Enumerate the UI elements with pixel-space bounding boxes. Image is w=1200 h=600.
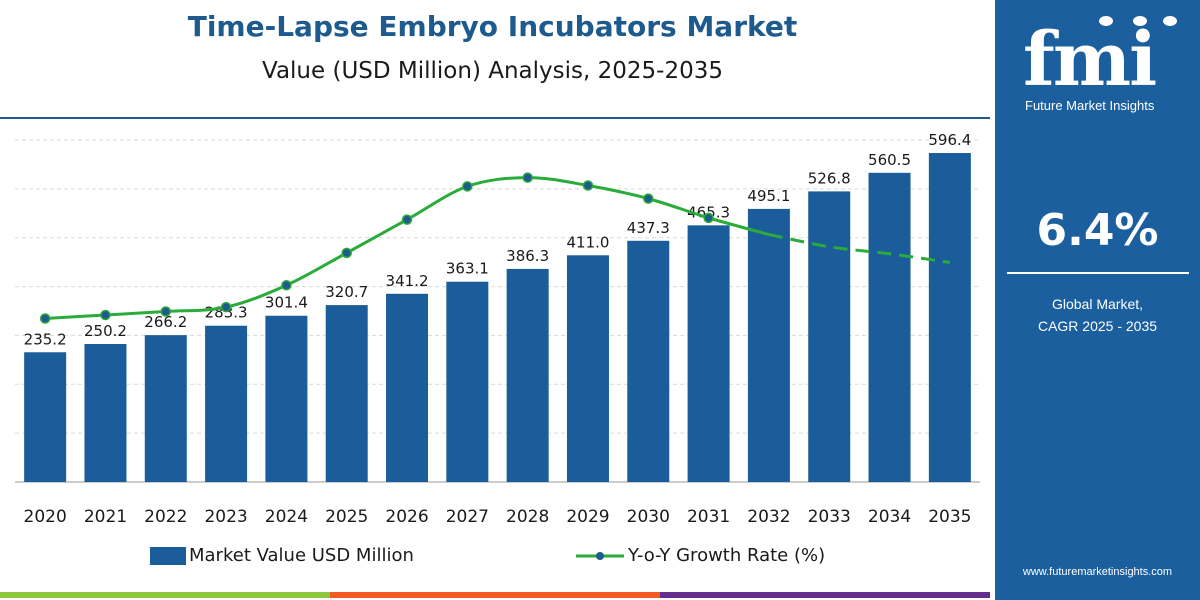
bar-value-label: 266.2 (144, 313, 187, 331)
x-tick-label: 2035 (928, 507, 971, 527)
growth-point (341, 247, 352, 259)
x-tick-label: 2034 (868, 507, 911, 527)
x-tick-label: 2029 (566, 507, 609, 527)
side-panel: fmi Future Market Insights 6.4% Global M… (995, 0, 1200, 600)
x-tick-label: 2024 (265, 507, 308, 527)
legend-bar-swatch (150, 547, 186, 565)
bar (144, 335, 187, 482)
bar (386, 293, 429, 482)
bottom-strip-purple (660, 592, 990, 598)
x-tick-label: 2027 (446, 507, 489, 527)
bar (627, 240, 670, 482)
bar-value-label: 437.3 (627, 219, 670, 237)
chart-legend: Market Value USD Million Y-o-Y Growth Ra… (0, 540, 985, 572)
bar (446, 281, 489, 482)
legend-bar-label: Market Value USD Million (189, 545, 414, 566)
bar (24, 352, 67, 482)
growth-point (401, 214, 413, 225)
bottom-strip-orange (330, 592, 660, 598)
x-tick-label: 2020 (24, 507, 67, 527)
x-tick-label: 2032 (747, 507, 790, 527)
bar-value-label: 560.5 (868, 151, 911, 169)
x-tick-label: 2022 (144, 507, 187, 527)
bar-value-label: 411.0 (566, 233, 609, 251)
chart-canvas: 235.22020250.22021266.22022283.32023301.… (15, 131, 980, 527)
bottom-strip-green (0, 592, 330, 598)
bottom-color-strip (0, 592, 990, 598)
bar-value-label: 465.3 (687, 203, 730, 221)
bar (265, 315, 308, 482)
bar-value-label: 320.7 (325, 283, 368, 301)
growth-point (582, 180, 594, 191)
growth-line-dashed (768, 233, 951, 264)
legend-line-label: Y-o-Y Growth Rate (%) (628, 545, 826, 566)
growth-point (643, 193, 654, 204)
x-tick-label: 2025 (325, 507, 368, 527)
x-tick-label: 2030 (627, 507, 670, 527)
bar-value-label: 596.4 (928, 131, 971, 149)
bar (687, 225, 730, 482)
bar-value-label: 386.3 (506, 247, 549, 265)
logo-dot-icon (1133, 16, 1147, 26)
chart-subtitle: Value (USD Million) Analysis, 2025-2035 (262, 58, 723, 84)
x-tick-label: 2021 (84, 507, 127, 527)
growth-point (281, 280, 292, 291)
bar-value-label: 341.2 (386, 272, 429, 290)
logo-subtitle: Future Market Insights (1025, 98, 1155, 113)
cagr-label-line1: Global Market, (1051, 296, 1144, 312)
x-tick-label: 2026 (385, 507, 428, 527)
chart-title: Time-Lapse Embryo Incubators Market (187, 10, 798, 43)
cagr-divider (1007, 272, 1189, 274)
cagr-label-line2: CAGR 2025 - 2035 (1037, 318, 1158, 334)
x-tick-label: 2023 (204, 507, 247, 527)
growth-point (522, 172, 533, 183)
fmi-logo: fmi Future Market Insights (1003, 12, 1195, 122)
x-tick-label: 2028 (506, 507, 549, 527)
bar-value-label: 495.1 (747, 187, 790, 205)
x-tick-label: 2031 (687, 507, 730, 527)
growth-point (462, 181, 473, 192)
bar (506, 268, 549, 482)
bar (808, 191, 851, 482)
bar (747, 208, 790, 482)
bar (205, 325, 248, 482)
growth-point (39, 313, 51, 324)
title-divider (0, 117, 990, 119)
bar-value-label: 235.2 (24, 330, 67, 348)
website-link[interactable]: www.futuremarketinsights.com (1022, 566, 1173, 578)
bar (928, 153, 971, 482)
cagr-value: 6.4% (1036, 205, 1159, 256)
growth-point (100, 309, 111, 321)
growth-point (160, 306, 172, 317)
bar (566, 255, 609, 482)
bar (84, 343, 127, 482)
legend-line-swatch (576, 552, 624, 560)
bar-value-label: 363.1 (446, 260, 489, 278)
bar-value-label: 250.2 (84, 322, 127, 340)
bar-value-label: 301.4 (265, 294, 308, 312)
growth-point (220, 301, 232, 313)
cagr-label: Global Market, CAGR 2025 - 2035 (995, 293, 1200, 337)
growth-point (703, 212, 714, 224)
bar (325, 305, 368, 482)
bar-value-label: 526.8 (808, 169, 851, 187)
x-tick-label: 2033 (808, 507, 851, 527)
logo-text: fmi (1023, 17, 1157, 103)
logo-dot-icon (1099, 16, 1113, 26)
bar (868, 172, 911, 482)
logo-dot-icon (1163, 16, 1177, 26)
